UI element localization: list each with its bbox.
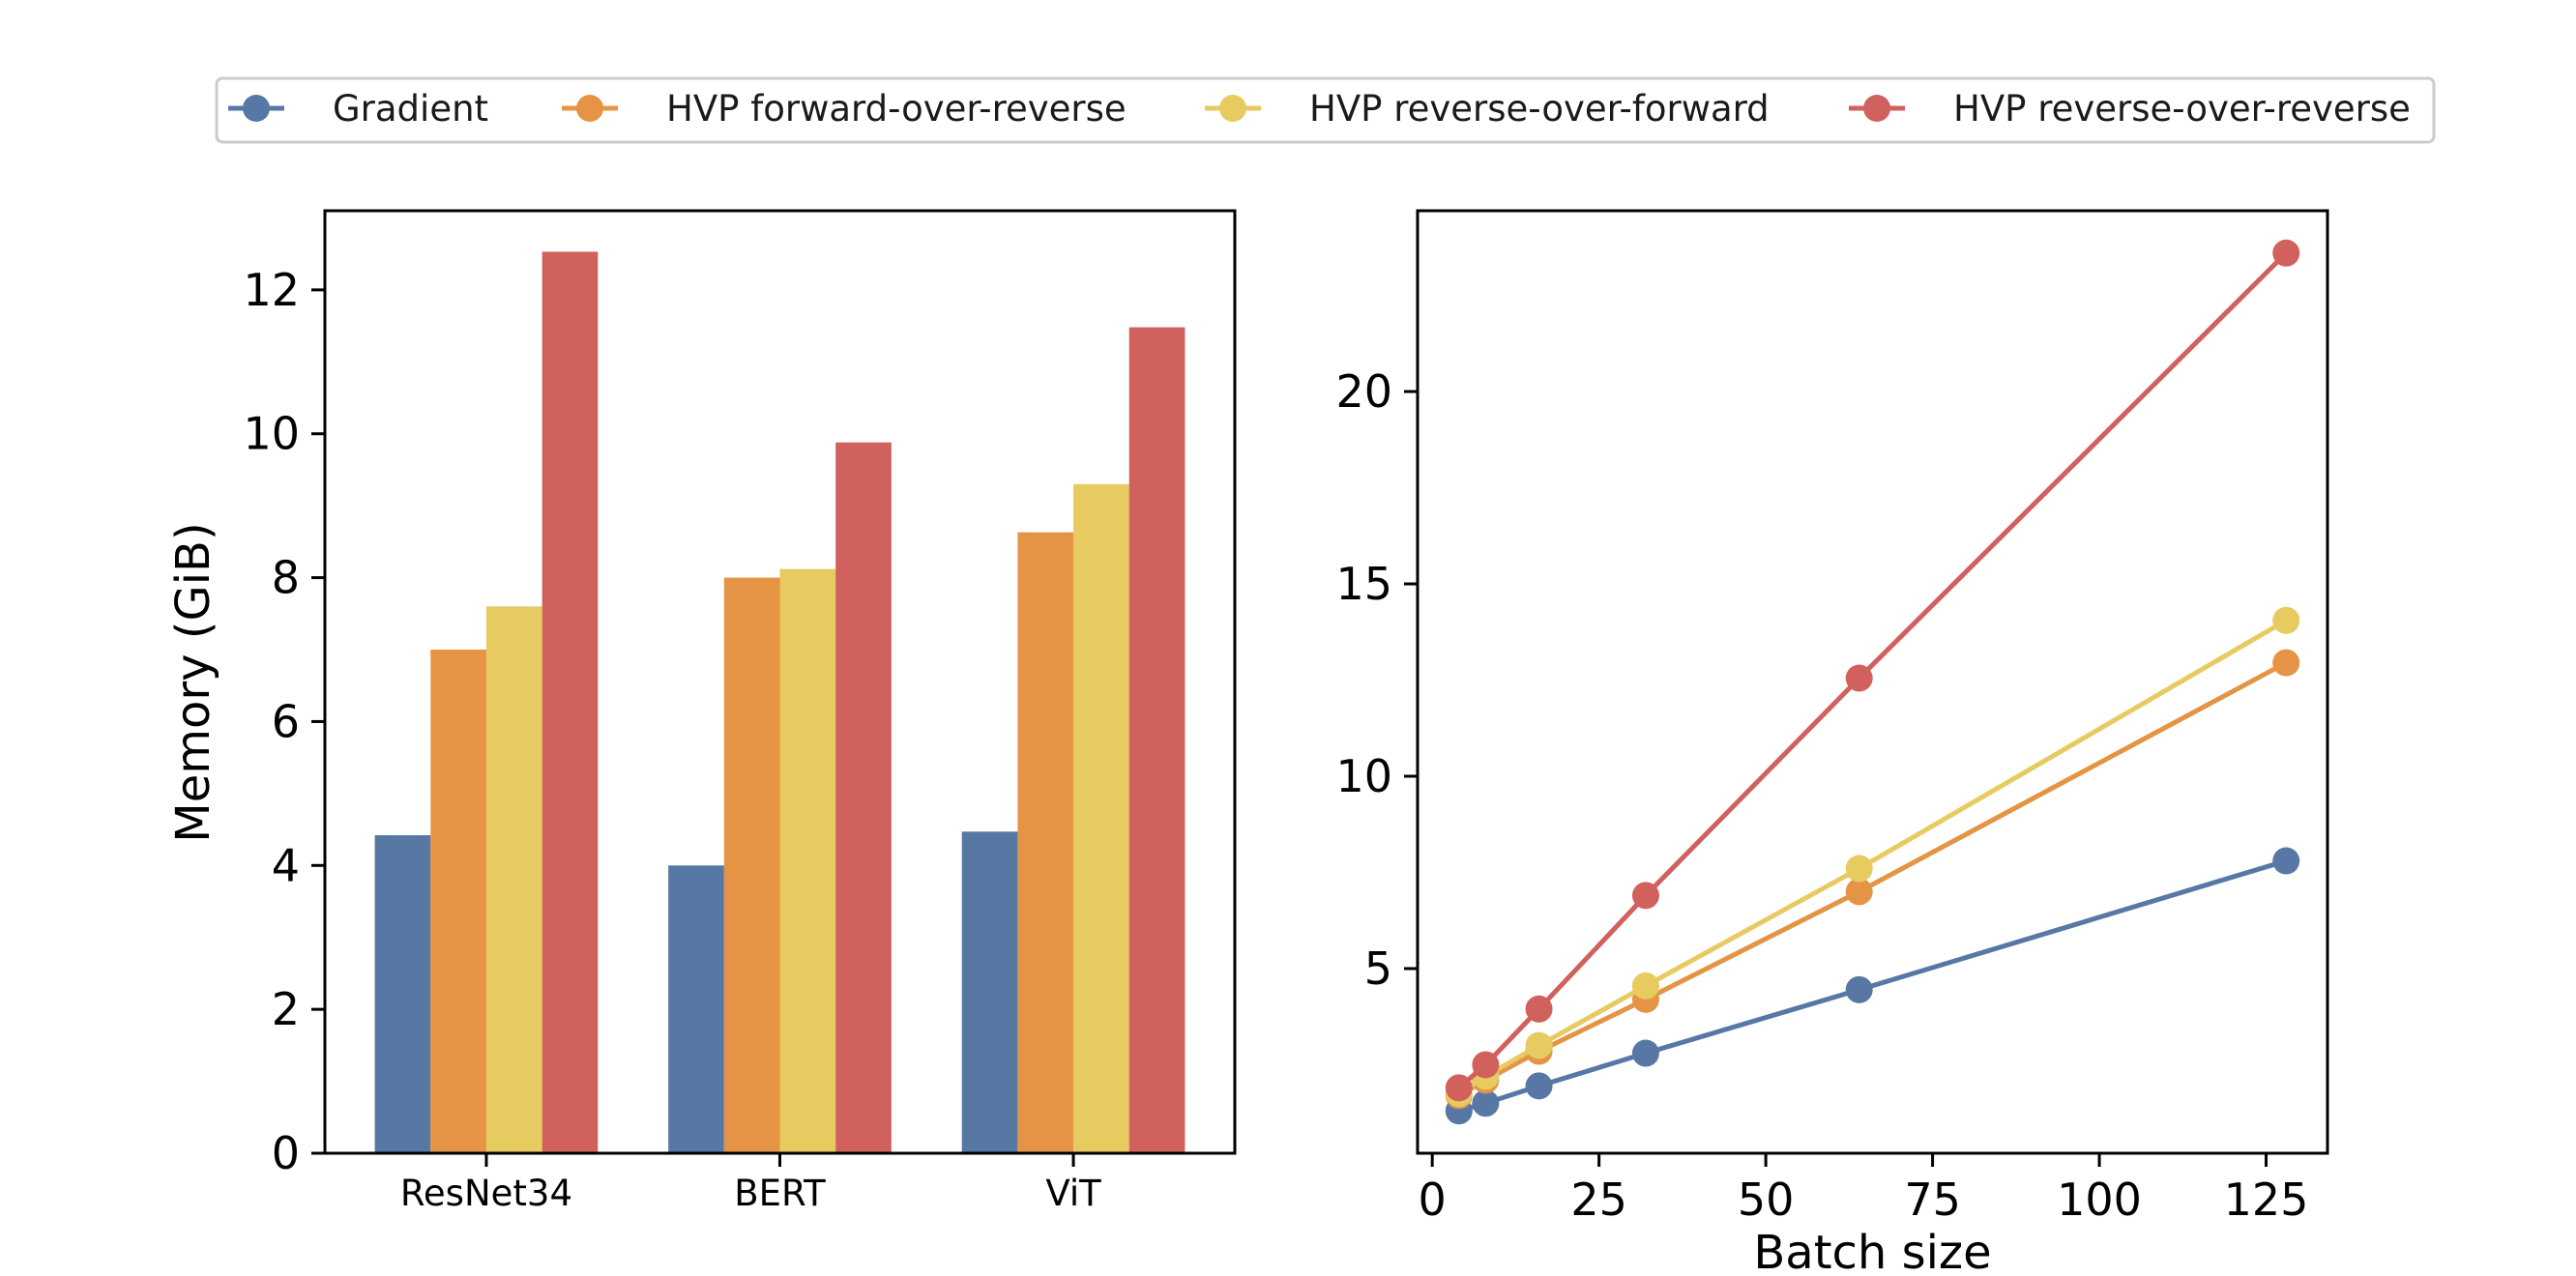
point-hvp-reverse-over-forward-16: [1525, 1031, 1553, 1059]
legend-label-hvp-forward-over-reverse: HVP forward-over-reverse: [666, 88, 1127, 130]
line-xtick-label: 25: [1570, 1174, 1627, 1226]
legend-item-hvp-reverse-over-reverse: HVP reverse-over-reverse: [1849, 88, 2411, 130]
line-ytick-label: 20: [1335, 365, 1392, 418]
category-label-resnet34: ResNet34: [400, 1173, 572, 1214]
line-hvp-reverse-over-reverse: [1457, 251, 2288, 1090]
line-hvp-reverse-over-forward: [1457, 618, 2288, 1096]
bar-ytick-label: 0: [272, 1127, 300, 1179]
line-hvp-forward-over-reverse: [1457, 660, 2288, 1098]
legend-label-gradient: Gradient: [333, 88, 488, 130]
line-xtick-label: 100: [2057, 1174, 2142, 1226]
legend-item-hvp-reverse-over-forward: HVP reverse-over-forward: [1205, 88, 1770, 130]
legend-frame: [215, 76, 2436, 144]
bar-y-axis-title: Memory (GiB): [166, 522, 220, 842]
point-hvp-reverse-over-reverse-8: [1472, 1051, 1500, 1079]
bar-ytick-label: 10: [243, 408, 300, 460]
point-hvp-forward-over-reverse-64: [1845, 878, 1873, 906]
point-gradient-16: [1525, 1072, 1553, 1100]
bar-hvp-forward-over-reverse-bert: [723, 577, 780, 1153]
bar-hvp-reverse-over-forward-resnet34: [485, 606, 542, 1153]
line-gradient: [1458, 858, 2287, 1114]
line-ytick-label: 5: [1364, 942, 1392, 995]
legend-label-hvp-reverse-over-forward: HVP reverse-over-forward: [1309, 88, 1770, 130]
bar-hvp-reverse-over-forward-bert: [779, 568, 836, 1153]
point-gradient-32: [1631, 1039, 1659, 1067]
point-hvp-reverse-over-reverse-4: [1445, 1074, 1473, 1102]
point-hvp-reverse-over-reverse-16: [1525, 995, 1553, 1023]
bar-gradient-bert: [668, 865, 724, 1153]
line-plot-frame: [1416, 209, 2329, 1155]
bar-hvp-reverse-over-reverse-resnet34: [542, 251, 599, 1153]
point-gradient-128: [2272, 847, 2300, 875]
legend-marker-hvp-forward-over-reverse: [576, 95, 603, 122]
bar-ytick-label: 4: [272, 839, 300, 891]
line-ytick-label: 15: [1335, 558, 1392, 610]
legend-marker-gradient: [243, 95, 270, 122]
line-ytick-label: 10: [1335, 750, 1392, 802]
legend-marker-hvp-reverse-over-forward: [1219, 95, 1246, 122]
line-xtick-label: 125: [2224, 1174, 2309, 1226]
line-x-axis-title: Batch size: [1753, 1226, 1991, 1276]
bar-ytick-label: 12: [243, 264, 300, 316]
point-hvp-reverse-over-forward-64: [1845, 855, 1873, 883]
bar-ytick-label: 2: [272, 983, 300, 1035]
bar-hvp-reverse-over-forward-vit: [1073, 483, 1129, 1153]
line-xtick-label: 0: [1419, 1174, 1447, 1226]
bar-hvp-reverse-over-reverse-vit: [1128, 327, 1186, 1153]
point-hvp-reverse-over-reverse-128: [2272, 239, 2300, 267]
line-xtick-label: 75: [1904, 1174, 1961, 1226]
line-chart: 5 10 15 20 0 25 50 75 100 125 Batch size: [1335, 209, 2329, 1276]
bar-ytick-label: 6: [272, 695, 300, 747]
bar-hvp-reverse-over-reverse-bert: [835, 442, 892, 1153]
point-gradient-64: [1845, 975, 1873, 1003]
point-hvp-reverse-over-reverse-32: [1631, 882, 1659, 910]
point-hvp-forward-over-reverse-128: [2272, 649, 2300, 677]
legend: Gradient HVP forward-over-reverse HVP reve…: [215, 76, 2436, 144]
point-gradient-8: [1472, 1089, 1500, 1117]
bar-ytick-label: 8: [272, 552, 300, 604]
point-hvp-reverse-over-forward-128: [2272, 606, 2300, 634]
legend-item-hvp-forward-over-reverse: HVP forward-over-reverse: [562, 88, 1127, 130]
bar-chart: 0 2 4 6 8 10 12 ResNet34 BERT ViT Memory (GiB): [166, 209, 1237, 1214]
point-hvp-reverse-over-reverse-64: [1845, 664, 1873, 692]
category-label-bert: BERT: [734, 1173, 826, 1214]
legend-label-hvp-reverse-over-reverse: HVP reverse-over-reverse: [1953, 88, 2411, 130]
legend-item-gradient: Gradient: [228, 88, 488, 130]
line-xtick-label: 50: [1738, 1174, 1795, 1226]
bar-gradient-resnet34: [374, 835, 431, 1153]
category-label-vit: ViT: [1045, 1173, 1101, 1214]
bar-hvp-forward-over-reverse-resnet34: [430, 650, 486, 1153]
bar-gradient-vit: [961, 831, 1018, 1153]
bar-hvp-forward-over-reverse-vit: [1017, 532, 1074, 1153]
point-hvp-reverse-over-forward-32: [1631, 972, 1659, 1000]
legend-marker-hvp-reverse-over-reverse: [1863, 95, 1890, 122]
